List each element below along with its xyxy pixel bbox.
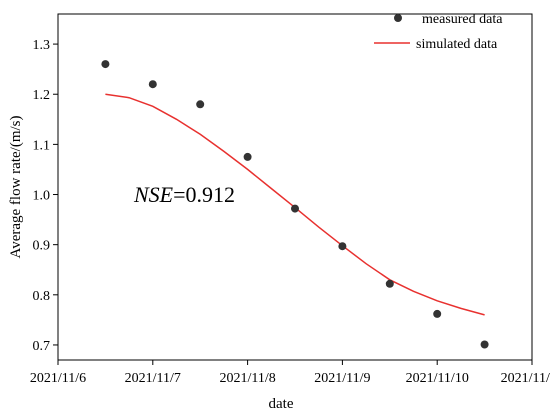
x-tick-label: 2021/11/7 — [125, 371, 181, 386]
measured-data-point — [148, 80, 157, 89]
legend-marker-measured — [394, 14, 402, 22]
y-tick-label: 1.2 — [33, 88, 51, 103]
legend-label-measured: measured data — [422, 12, 503, 27]
chart-marks — [101, 60, 489, 349]
measured-data-point — [385, 279, 394, 288]
measured-data-point — [480, 340, 489, 349]
y-axis-title: Average flow rate/(m/s) — [8, 116, 24, 259]
y-tick-label: 0.7 — [33, 339, 51, 354]
legend-label-simulated: simulated data — [416, 37, 498, 52]
y-tick-label: 0.8 — [33, 289, 51, 304]
measured-data-point — [196, 100, 205, 109]
nse-annotation-value: =0.912 — [173, 182, 235, 207]
x-tick-label: 2021/11/9 — [314, 371, 370, 386]
x-tick-label: 2021/11/6 — [30, 371, 86, 386]
measured-data-point — [101, 60, 110, 69]
x-axis-title: date — [269, 396, 294, 412]
y-axis: 0.7 0.8 0.9 1.0 1.1 1.2 1.3 — [33, 38, 58, 354]
x-tick-label: 2021/11/8 — [219, 371, 275, 386]
legend: measured data simulated data — [374, 12, 503, 52]
measured-data-point — [291, 204, 299, 213]
y-tick-label: 1.0 — [33, 189, 51, 204]
x-axis: 2021/11/6 2021/11/7 2021/11/8 2021/11/9 2021… — [30, 360, 550, 386]
measured-data-point — [338, 242, 347, 251]
x-tick-label: 2021/11/10 — [406, 371, 469, 386]
measured-data-point — [243, 152, 252, 161]
nse-annotation: NSE=0.912 — [133, 182, 235, 207]
measured-data-point — [433, 309, 442, 318]
y-tick-label: 1.1 — [33, 138, 51, 153]
axes — [57, 13, 533, 361]
y-tick-label: 0.9 — [33, 239, 51, 254]
plot-frame — [57, 13, 533, 361]
x-tick-label: 2021/11/11 — [501, 371, 550, 386]
y-tick-label: 1.3 — [33, 38, 51, 53]
nse-annotation-label: NSE — [133, 182, 174, 207]
